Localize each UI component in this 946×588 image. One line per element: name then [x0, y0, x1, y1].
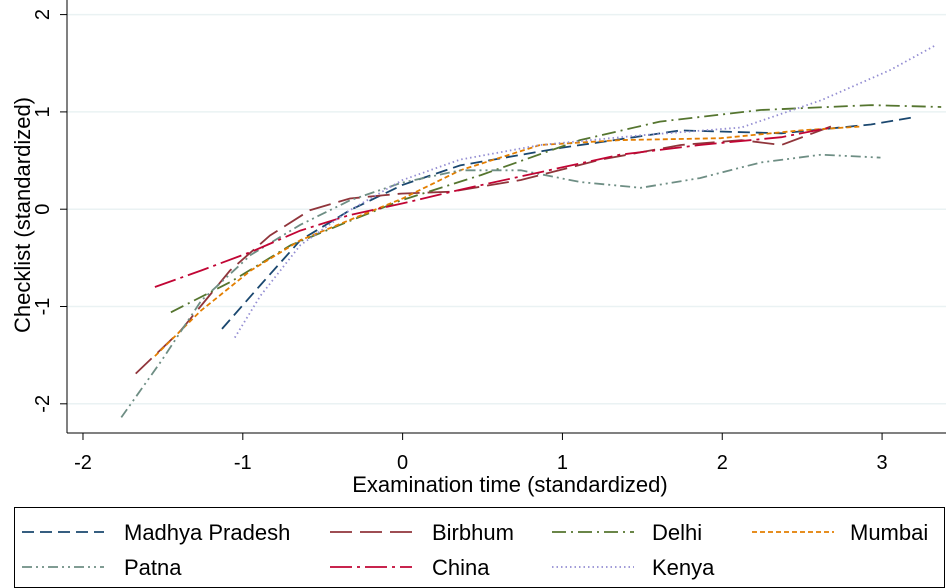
legend-label: Madhya Pradesh	[124, 520, 290, 545]
y-tick-label: -2	[32, 395, 54, 413]
series-line	[154, 125, 862, 357]
series-line	[120, 153, 881, 418]
series-line	[234, 44, 937, 339]
legend-box	[14, 507, 945, 588]
legend-label: Birbhum	[432, 520, 514, 545]
x-tick-label: 0	[397, 452, 408, 474]
x-tick-label: 2	[717, 452, 728, 474]
x-tick-label: -2	[74, 452, 92, 474]
y-tick-label: -1	[32, 298, 54, 316]
legend-label: Kenya	[652, 555, 715, 580]
x-axis-label: Examination time (standardized)	[352, 472, 667, 497]
y-axis-label: Checklist (standardized)	[10, 97, 35, 333]
y-tick-label: 0	[32, 204, 54, 215]
x-tick-label: 3	[877, 452, 888, 474]
legend-label: China	[432, 555, 490, 580]
x-tick-label: 1	[557, 452, 568, 474]
legend-label: Patna	[124, 555, 182, 580]
series-line	[154, 126, 832, 288]
x-tick-label: -1	[234, 452, 252, 474]
legend-label: Mumbai	[850, 520, 928, 545]
legend-label: Delhi	[652, 520, 702, 545]
y-tick-label: 2	[32, 9, 54, 20]
y-tick-label: 1	[32, 106, 54, 117]
series-line	[135, 125, 832, 375]
